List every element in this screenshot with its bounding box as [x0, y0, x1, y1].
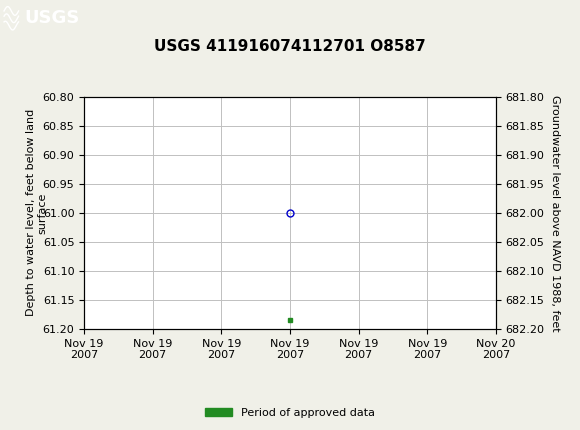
- Y-axis label: Groundwater level above NAVD 1988, feet: Groundwater level above NAVD 1988, feet: [550, 95, 560, 331]
- Text: USGS 411916074112701 O8587: USGS 411916074112701 O8587: [154, 39, 426, 54]
- Text: USGS: USGS: [24, 9, 79, 27]
- Y-axis label: Depth to water level, feet below land
surface: Depth to water level, feet below land su…: [26, 109, 48, 316]
- Legend: Period of approved data: Period of approved data: [200, 403, 380, 422]
